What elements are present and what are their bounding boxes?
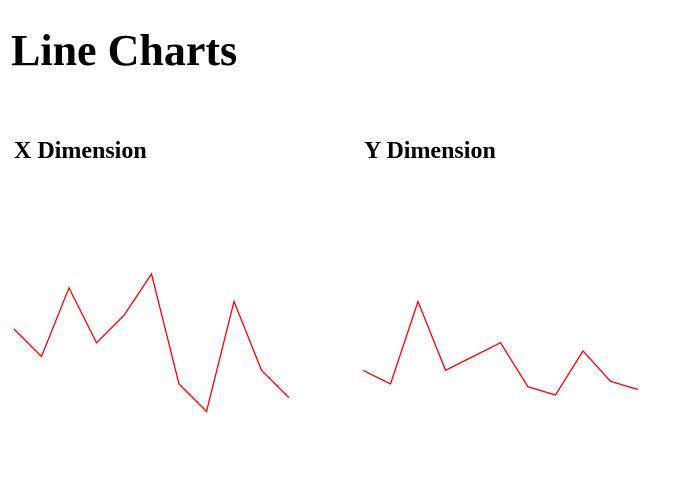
chart-title-x-dimension: X Dimension: [14, 138, 147, 164]
series-line-x-dimension: [13, 272, 290, 413]
chart-title-y-dimension: Y Dimension: [364, 138, 496, 164]
page-title: Line Charts: [11, 26, 238, 75]
series-line-y-dimension: [362, 299, 639, 396]
